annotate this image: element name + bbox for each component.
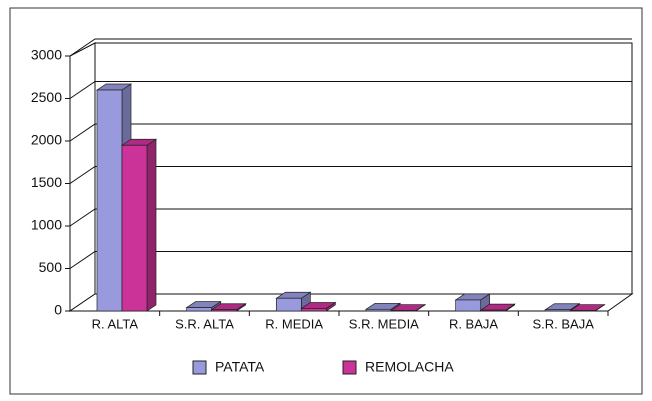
bar <box>455 299 482 312</box>
bar <box>96 89 123 312</box>
y-tick-label: 1000 <box>31 217 62 233</box>
bar <box>480 309 507 312</box>
x-tick-label: R. MEDIA <box>265 316 323 331</box>
bar <box>186 307 213 312</box>
y-tick-label: 2500 <box>31 89 62 105</box>
side-wall <box>69 42 96 312</box>
bar-side <box>146 138 157 312</box>
grid-line <box>69 81 632 99</box>
y-tick-label: 0 <box>54 302 62 318</box>
y-tick-label: 3000 <box>31 47 62 63</box>
y-tick-label: 2000 <box>31 132 62 148</box>
legend-swatch <box>192 360 207 375</box>
x-tick-label: R. BAJA <box>449 316 498 331</box>
back-wall <box>94 42 633 295</box>
bar <box>121 144 148 312</box>
grid-line <box>69 38 632 57</box>
grid-line <box>69 251 632 269</box>
bar <box>275 297 302 312</box>
x-tick-label: S.R. MEDIA <box>349 316 419 331</box>
bar <box>300 308 327 312</box>
legend-swatch <box>342 360 357 375</box>
x-tick-label: R. ALTA <box>92 316 139 331</box>
y-tick-label: 1500 <box>31 174 62 190</box>
y-tick-label: 500 <box>39 259 63 275</box>
legend-label: REMOLACHA <box>365 359 454 375</box>
grid-line <box>69 123 632 142</box>
x-tick-label: S.R. ALTA <box>175 316 234 331</box>
bar <box>211 309 238 312</box>
x-tick-label: S.R. BAJA <box>532 316 594 331</box>
grid-line <box>69 208 632 227</box>
grid-line <box>69 166 632 184</box>
bar <box>365 308 392 312</box>
bar <box>544 309 571 312</box>
legend-label: PATATA <box>215 359 265 375</box>
